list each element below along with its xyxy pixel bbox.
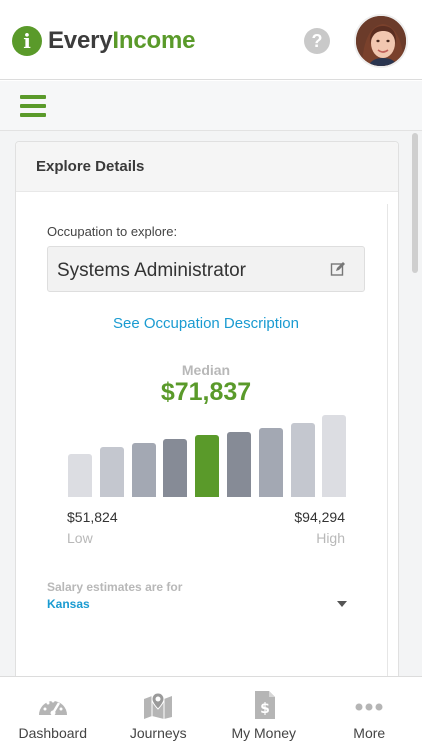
- logo-every: Every: [48, 27, 113, 54]
- hamburger-icon[interactable]: [20, 95, 46, 117]
- edit-icon[interactable]: [330, 261, 346, 277]
- state-select[interactable]: Kansas: [47, 597, 347, 615]
- scrollbar[interactable]: [412, 133, 418, 273]
- svg-text:$: $: [260, 701, 270, 717]
- high-salary-value: $94,294: [294, 509, 345, 525]
- nav-dashboard[interactable]: Dashboard: [0, 677, 106, 750]
- nav-my-money-label: My Money: [231, 725, 297, 741]
- main-content: Explore Details Occupation to explore: S…: [0, 131, 422, 676]
- low-salary-value: $51,824: [67, 509, 118, 525]
- ellipsis-icon: [355, 703, 383, 711]
- nav-my-money[interactable]: $ My Money: [211, 677, 317, 750]
- salary-bar: [131, 443, 156, 497]
- chevron-down-icon: [337, 601, 347, 607]
- salary-bar: [258, 428, 283, 497]
- menu-bar: [0, 81, 422, 131]
- salary-bar-median: [195, 435, 220, 497]
- occupation-value: Systems Administrator: [57, 260, 246, 281]
- card-title: Explore Details: [16, 142, 398, 192]
- low-salary-label: Low: [67, 530, 93, 546]
- salary-bar: [163, 439, 188, 497]
- every-income-logo[interactable]: i EveryIncome: [12, 25, 195, 57]
- salary-bar: [99, 447, 124, 497]
- median-label: Median: [181, 362, 231, 378]
- high-salary-label: High: [316, 530, 345, 546]
- see-occupation-description-link[interactable]: See Occupation Description: [113, 315, 299, 332]
- state-value: Kansas: [47, 597, 90, 611]
- logo-income: Income: [112, 27, 196, 54]
- occupation-field[interactable]: Systems Administrator: [47, 246, 365, 292]
- nav-dashboard-label: Dashboard: [18, 725, 88, 741]
- inner-divider: [387, 204, 388, 676]
- nav-journeys[interactable]: Journeys: [106, 677, 212, 750]
- salary-bar: [290, 423, 315, 497]
- dollar-document-icon: $: [254, 691, 275, 719]
- logo-info-icon: i: [12, 26, 42, 56]
- map-pin-icon: [144, 692, 173, 719]
- explore-details-card: Explore Details Occupation to explore: S…: [15, 141, 399, 676]
- nav-more[interactable]: More: [317, 677, 422, 750]
- speedometer-icon: [38, 699, 67, 716]
- help-icon[interactable]: ?: [304, 28, 330, 54]
- salary-distribution-chart: [68, 407, 348, 497]
- salary-bar: [68, 454, 92, 497]
- avatar[interactable]: [354, 14, 408, 68]
- salary-bar: [227, 432, 251, 497]
- salary-bar: [322, 415, 347, 497]
- nav-more-label: More: [353, 725, 386, 741]
- bottom-nav: Dashboard Journeys $ My Money More: [0, 676, 422, 750]
- median-value: $71,837: [160, 378, 252, 406]
- occupation-label: Occupation to explore:: [47, 224, 178, 239]
- nav-journeys-label: Journeys: [129, 725, 187, 741]
- logo-text: EveryIncome: [48, 27, 195, 55]
- app-header: i EveryIncome ?: [0, 0, 422, 80]
- salary-estimates-label: Salary estimates are for: [47, 580, 183, 594]
